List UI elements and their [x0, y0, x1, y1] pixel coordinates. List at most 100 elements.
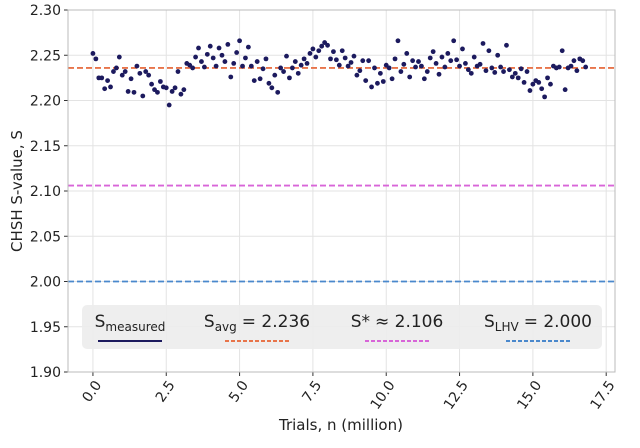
- data-point: [234, 50, 240, 55]
- data-point: [248, 63, 254, 69]
- data-point: [190, 65, 196, 71]
- data-point: [140, 93, 146, 99]
- data-point: [108, 84, 113, 90]
- data-point: [245, 44, 251, 50]
- y-tick-label: 2.00: [30, 275, 61, 291]
- data-point: [530, 81, 536, 87]
- data-point: [424, 69, 430, 74]
- data-point: [228, 74, 234, 80]
- data-point: [509, 74, 515, 80]
- data-point: [498, 64, 504, 70]
- data-point: [93, 56, 99, 62]
- y-tick-label: 1.90: [30, 365, 61, 381]
- legend-name: S: [484, 312, 495, 332]
- legend-value: ≈ 2.106: [375, 312, 443, 332]
- data-point: [521, 80, 527, 85]
- data-point: [457, 63, 462, 69]
- data-point: [471, 54, 477, 60]
- data-point: [201, 64, 207, 70]
- data-point: [266, 80, 272, 86]
- x-axis-label: Trials, n (million): [278, 416, 403, 434]
- data-point: [483, 68, 489, 74]
- data-point: [392, 56, 398, 62]
- legend-label: Savg = 2.236: [204, 312, 310, 334]
- data-point: [342, 55, 348, 61]
- data-point: [131, 89, 137, 95]
- data-point: [163, 85, 169, 91]
- data-point: [372, 65, 377, 71]
- data-point: [196, 45, 201, 51]
- data-point: [137, 70, 143, 76]
- data-point: [281, 69, 286, 74]
- data-point: [377, 70, 383, 76]
- data-point: [401, 61, 407, 67]
- data-point: [272, 72, 278, 78]
- data-point: [325, 42, 330, 48]
- y-tick-label: 2.30: [30, 3, 61, 19]
- data-point: [556, 64, 562, 70]
- data-point: [360, 58, 366, 64]
- data-point: [292, 59, 298, 64]
- y-tick-label: 2.15: [30, 139, 61, 155]
- data-point: [357, 68, 363, 74]
- data-point: [333, 57, 339, 63]
- data-point: [213, 63, 219, 69]
- data-point: [240, 63, 245, 69]
- data-point: [427, 55, 433, 61]
- data-point: [580, 58, 586, 64]
- plot-area: [68, 38, 615, 283]
- data-point: [287, 75, 292, 81]
- data-point: [219, 52, 225, 58]
- data-point: [363, 78, 369, 83]
- data-point: [348, 60, 354, 65]
- data-point: [178, 91, 184, 97]
- data-point: [433, 60, 439, 66]
- y-tick-label: 2.20: [30, 94, 61, 110]
- data-point: [439, 54, 445, 60]
- data-point: [175, 69, 181, 74]
- data-point: [445, 51, 451, 56]
- data-point: [113, 65, 119, 71]
- data-point: [448, 58, 454, 64]
- data-point: [304, 60, 310, 66]
- data-point: [389, 76, 395, 82]
- data-point: [512, 70, 518, 76]
- plot-frame: [67, 9, 616, 373]
- legend-name: S: [95, 312, 106, 332]
- data-point: [398, 69, 404, 74]
- data-point: [181, 87, 187, 93]
- data-point: [416, 59, 421, 64]
- data-point: [243, 55, 248, 61]
- data-point: [375, 80, 380, 86]
- data-point: [122, 69, 128, 74]
- y-tick-label: 2.05: [30, 229, 61, 245]
- data-point: [583, 64, 589, 70]
- data-point: [319, 43, 325, 49]
- data-point: [504, 42, 509, 48]
- data-point: [146, 72, 152, 78]
- data-point: [568, 63, 574, 69]
- legend-label: S* ≈ 2.106: [351, 312, 444, 332]
- legend-subscript: measured: [105, 320, 165, 334]
- data-point: [436, 71, 442, 77]
- data-point: [149, 81, 154, 87]
- data-point: [301, 56, 307, 62]
- data-point: [210, 55, 216, 61]
- data-point: [336, 62, 342, 68]
- data-point: [501, 69, 506, 74]
- data-point: [260, 66, 266, 72]
- data-point: [495, 52, 501, 58]
- data-point: [237, 38, 242, 44]
- data-point: [559, 48, 565, 54]
- data-point: [251, 78, 257, 83]
- data-point: [310, 46, 316, 52]
- data-point: [351, 53, 357, 59]
- data-point: [539, 86, 545, 92]
- data-point: [489, 65, 495, 71]
- data-point: [275, 89, 281, 95]
- data-point: [169, 89, 175, 94]
- data-point: [331, 49, 336, 55]
- data-point: [157, 79, 163, 84]
